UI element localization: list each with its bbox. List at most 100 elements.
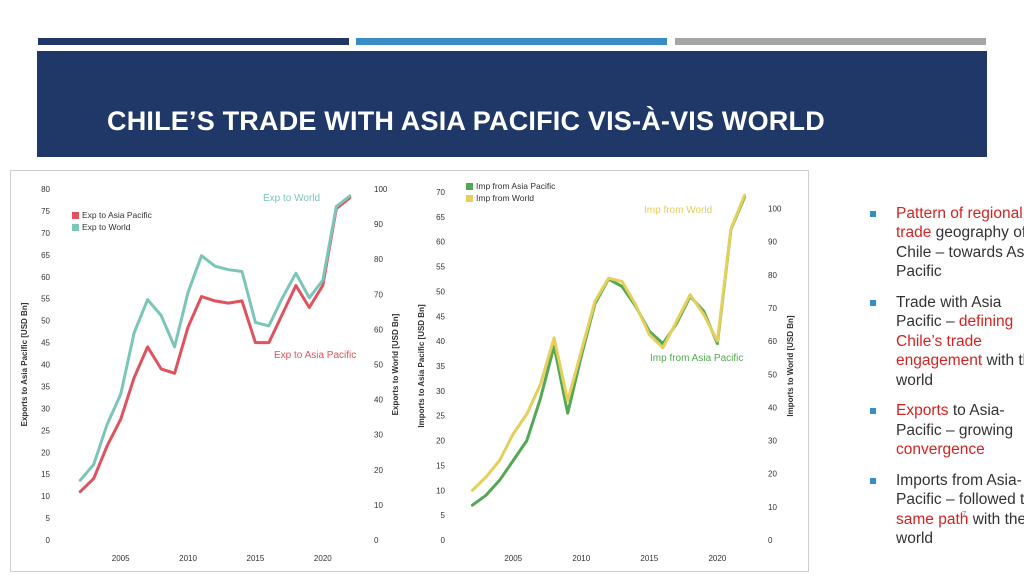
left-axis-tick-label: 5 [46,514,51,523]
bullet-text: same path [896,510,969,528]
x-axis-tick-label: 2015 [640,554,658,563]
bullet-item: Exports to Asia-Pacific – growing conver… [870,401,1024,460]
left-axis-tick-label: 70 [436,188,445,197]
slide-title: CHILE’S TRADE WITH ASIA PACIFIC VIS-À-VI… [107,106,825,136]
left-axis-tick-label: 25 [41,426,50,435]
left-axis-tick-label: 70 [41,229,50,238]
right-axis-tick-label: 80 [374,255,383,264]
right-axis-label: Imports to World [USD Bn] [786,315,795,417]
right-axis-tick-label: 30 [768,437,777,446]
left-axis-tick-label: 50 [436,287,445,296]
right-axis-tick-label: 100 [768,205,782,214]
bullet-square-icon [870,299,876,306]
legend-entry: Exp to Asia Pacific [82,210,153,220]
bullet-item: Trade with Asia Pacific – defining Chile… [870,293,1024,391]
right-axis-tick-label: 90 [374,220,383,229]
bullet-text: geography of Chile – towards Asia – Paci… [896,224,1024,280]
bullet-text: defining Chile’s trade engagement [896,313,1014,369]
right-axis-tick-label: 100 [374,185,388,194]
legend-entry: Exp to World [82,222,131,232]
legend-entry: Imp from World [476,193,534,203]
series-line-0-0 [78,196,352,494]
legend-swatch [466,195,473,202]
header-bar-gray [675,38,986,45]
legend-swatch [72,224,79,231]
left-axis-tick-label: 20 [41,448,50,457]
x-axis-tick-label: 2005 [112,554,130,563]
left-axis-tick-label: 60 [436,238,445,247]
right-axis-tick-label: 10 [374,501,383,510]
right-axis-tick-label: 0 [768,536,773,545]
left-axis-tick-label: 15 [41,470,50,479]
right-axis-tick-label: 60 [374,325,383,334]
left-axis-tick-label: 10 [436,486,445,495]
legend-swatch [466,183,473,190]
right-axis-tick-label: 70 [768,304,777,313]
bullet-square-icon [870,408,876,414]
left-axis-tick-label: 20 [436,437,445,446]
bullet-text: Imports from Asia-Pacific – followed the [896,471,1024,509]
left-axis-tick-label: 60 [41,273,50,282]
left-axis-tick-label: 55 [41,295,50,304]
left-axis-tick-label: 75 [41,207,50,216]
left-axis-tick-label: 80 [41,185,50,194]
right-axis-tick-label: 90 [768,238,777,247]
series-line-1-1 [470,193,747,492]
right-axis-label: Exports to World [USD Bn] [391,313,400,415]
right-axis-tick-label: 0 [374,536,379,545]
bullet-text: convergence [896,441,985,458]
bullet-square-icon [870,210,876,217]
x-axis-tick-label: 2020 [708,554,726,563]
right-axis-tick-label: 10 [768,503,777,512]
bullet-text: Trade with Asia Pacific – [896,293,1002,331]
series-annotation: Imp from World [644,205,712,216]
left-axis-tick-label: 35 [436,362,445,371]
left-axis-tick-label: 55 [436,263,445,272]
left-axis-tick-label: 45 [41,339,50,348]
right-axis-tick-label: 50 [374,361,383,370]
left-axis-tick-label: 15 [436,461,445,470]
left-axis-tick-label: 65 [436,213,445,222]
left-axis-tick-label: 30 [41,404,50,413]
bullet-text: Pattern of regional trade [896,204,1023,242]
legend-entry: Imp from Asia Pacific [476,181,556,191]
left-axis-tick-label: 40 [41,361,50,370]
bullet-text: with the world [896,510,1024,548]
right-axis-tick-label: 40 [768,403,777,412]
chart-frame [10,170,809,572]
series-line-1-0 [470,195,747,507]
title-banner: CHILE’S TRADE WITH ASIA PACIFIC VIS-À-VI… [37,51,987,157]
x-axis-tick-label: 2010 [179,554,197,563]
right-axis-tick-label: 70 [374,290,383,299]
left-axis-label: Exports to Asia Pacific [USD Bn] [20,302,29,426]
x-axis-tick-label: 2015 [247,554,265,563]
right-axis-tick-label: 20 [768,470,777,479]
right-axis-tick-label: 50 [768,370,777,379]
x-axis-tick-label: 2010 [572,554,590,563]
right-axis-tick-label: 30 [374,431,383,440]
right-axis-tick-label: 80 [768,271,777,280]
left-axis-tick-label: 5 [441,511,446,520]
right-axis-tick-label: 60 [768,337,777,346]
bullet-text: with the world [896,352,1024,389]
left-axis-tick-label: 50 [41,317,50,326]
left-axis-label: Imports to Asia Pacific [USD Bn] [417,304,426,428]
bullet-square-icon [870,477,876,484]
left-axis-tick-label: 35 [41,382,50,391]
x-axis-tick-label: 2020 [314,554,332,563]
bullet-text: to Asia-Pacific – growing [896,402,1014,439]
left-axis-tick-label: 45 [436,312,445,321]
series-annotation: Exp to World [263,193,320,204]
left-axis-tick-label: 0 [441,536,446,545]
page-number: 7 [962,510,967,519]
bullet-item: Imports from Asia-Pacific – followed the… [870,471,1024,549]
left-axis-tick-label: 65 [41,251,50,260]
bullet-list: Pattern of regional trade geography of C… [830,204,1024,560]
left-axis-tick-label: 30 [436,387,445,396]
legend-swatch [72,212,79,219]
header-bar-blue [356,38,667,45]
left-axis-tick-label: 0 [46,536,51,545]
left-axis-tick-label: 40 [436,337,445,346]
left-axis-tick-label: 25 [436,412,445,421]
